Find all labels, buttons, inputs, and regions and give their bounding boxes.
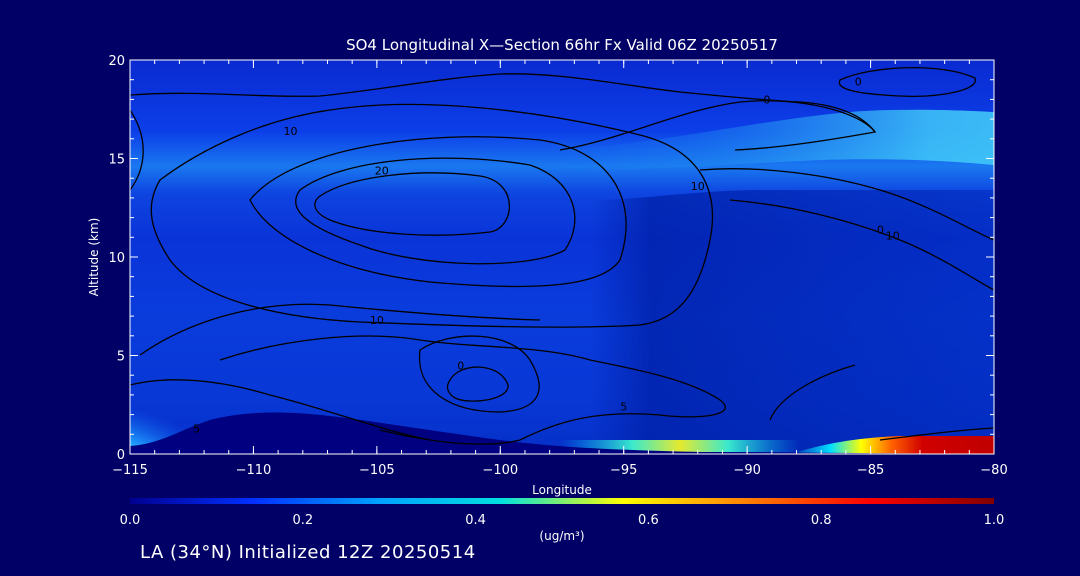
low-concentration-region	[590, 190, 994, 454]
contour-5-upper-left	[139, 303, 541, 356]
contour-5-far-right	[879, 427, 994, 441]
contour-20-inner	[314, 172, 510, 236]
x-tick-label: −90	[733, 463, 760, 478]
contour-label: 5	[620, 401, 627, 414]
contour-label: 10	[370, 314, 384, 327]
contour-5-lower-right	[769, 364, 856, 421]
y-axis-label: Altitude (km)	[87, 218, 101, 297]
contour-0-ellipse-top-right	[838, 67, 976, 97]
surface-feature-central	[560, 440, 800, 452]
upper-band	[560, 109, 994, 172]
x-tick-label: −105	[359, 463, 395, 478]
x-axis-label: Longitude	[532, 483, 592, 497]
contour-5-mid	[219, 335, 726, 445]
contour-5-low	[130, 379, 431, 441]
y-tick-label: 15	[108, 153, 125, 168]
surface-hotspot-east	[790, 436, 994, 454]
contour-lines	[130, 67, 994, 445]
footer-caption: LA (34°N) Initialized 12Z 20250514	[140, 542, 476, 563]
contour-0-low-inner	[446, 366, 509, 402]
contour-0-top	[130, 73, 877, 151]
y-tick-label: 10	[108, 251, 125, 266]
contour-label: 0	[763, 93, 770, 106]
x-tick-label: −110	[236, 463, 272, 478]
x-tick-label: −95	[610, 463, 637, 478]
contour-label: 0	[457, 359, 464, 372]
contour-label: 20	[375, 164, 389, 177]
colorbar-tick-label: 1.0	[984, 513, 1005, 528]
contour-label: 5	[193, 422, 200, 435]
colorbar-ticks: 0.0 0.2 0.4 0.6 0.8 1.0	[120, 513, 1005, 528]
y-tick-label: 20	[108, 54, 125, 69]
x-tick-label: −85	[857, 463, 884, 478]
x-tick-label: −100	[482, 463, 518, 478]
x-axis: −115 −110 −105 −100 −95 −90 −85 −80	[112, 60, 1008, 478]
contour-label: 10	[886, 229, 900, 242]
colorbar	[130, 498, 994, 504]
contour-10-top-right	[559, 100, 876, 151]
contour-10-left-edge	[130, 109, 144, 191]
contour-label: 0	[877, 223, 884, 236]
colorbar-tick-label: 0.2	[292, 513, 313, 528]
colorbar-tick-label: 0.4	[465, 513, 486, 528]
contour-10-upper	[150, 103, 714, 328]
x-tick-label: −80	[980, 463, 1007, 478]
y-axis: 0 5 10 15 20	[108, 54, 994, 463]
x-tick-label: −115	[112, 463, 148, 478]
contour-10-right	[699, 168, 994, 241]
contour-20-outer	[295, 157, 576, 265]
contour-0-right	[729, 199, 994, 291]
colorbar-tick-label: 0.8	[811, 513, 832, 528]
chart-title: SO4 Longitudinal X—Section 66hr Fx Valid…	[346, 36, 778, 54]
colorbar-units: (ug/m³)	[539, 529, 584, 543]
contour-label: 0	[855, 76, 862, 89]
colorbar-tick-label: 0.6	[638, 513, 659, 528]
y-tick-label: 0	[117, 448, 125, 463]
contour-label: 10	[283, 125, 297, 138]
terrain	[130, 412, 994, 454]
contour-15	[249, 136, 627, 288]
contour-0-low	[418, 335, 540, 413]
y-tick-label: 5	[117, 350, 125, 365]
colorbar-tick-label: 0.0	[120, 513, 141, 528]
contour-label: 10	[691, 180, 705, 193]
